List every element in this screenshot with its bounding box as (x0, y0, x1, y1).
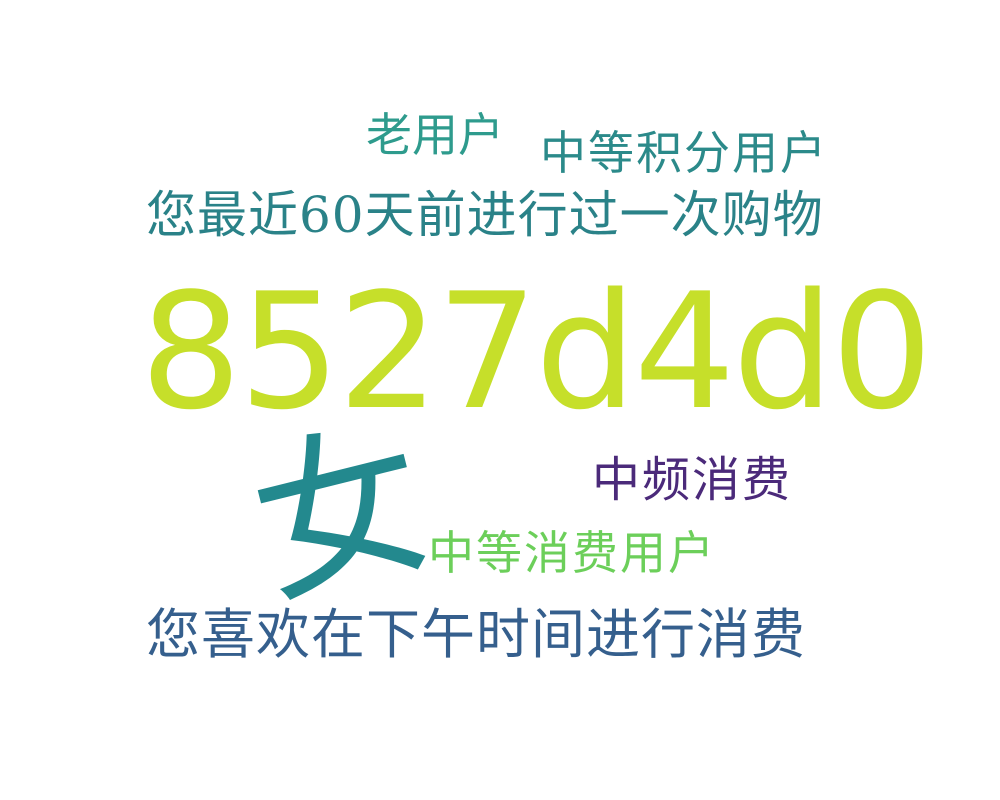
word-medium-spending-user: 中等消费用户 (428, 526, 716, 580)
word-last-purchase: 您最近60天前进行过一次购物 (146, 186, 824, 244)
word-old-user: 老用户 (366, 108, 504, 162)
word-user-id: 8527d4d0 (140, 258, 933, 445)
word-medium-frequency: 中频消费 (592, 452, 793, 508)
word-afternoon-shopping: 您喜欢在下午时间进行消费 (146, 603, 806, 666)
word-medium-points-user: 中等积分用户 (540, 126, 828, 180)
